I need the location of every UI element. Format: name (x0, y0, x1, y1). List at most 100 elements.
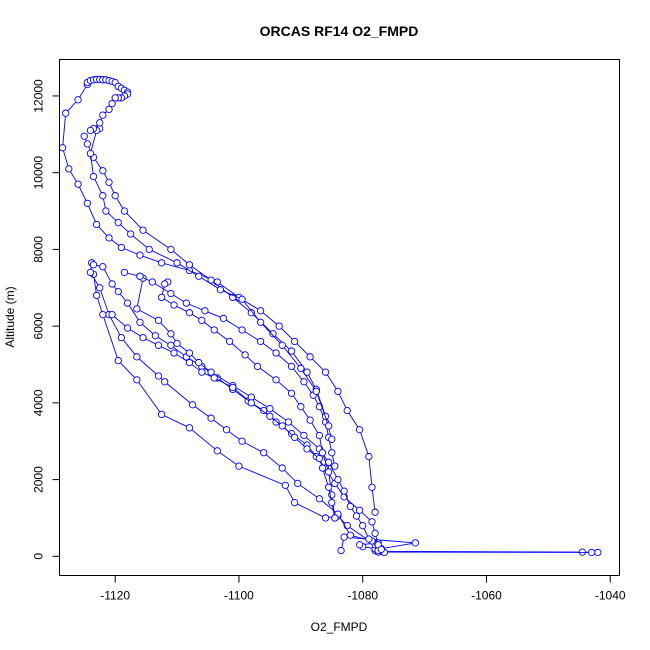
x-tick-label: -1060 (471, 589, 502, 603)
data-point (334, 387, 342, 395)
data-point (328, 449, 336, 457)
data-point (151, 332, 160, 340)
data-point (247, 399, 255, 407)
data-point (167, 341, 175, 349)
data-point (133, 353, 141, 361)
y-tick-label: 4000 (32, 389, 46, 416)
y-axis: 0 2000 4000 6000 8000 10000 12000 (32, 79, 60, 560)
data-point (133, 305, 141, 313)
data-point (145, 245, 153, 254)
data-point (266, 412, 274, 420)
data-point (161, 280, 169, 288)
data-point (154, 341, 163, 349)
data-point (213, 447, 221, 455)
data-point (235, 462, 243, 470)
data-point (148, 278, 156, 286)
data-point (58, 144, 67, 152)
data-point (185, 309, 194, 317)
data-point (86, 268, 95, 277)
series-2 (89, 270, 596, 557)
data-point (256, 318, 265, 326)
data-point (74, 96, 82, 104)
data-point (355, 426, 364, 434)
data-point (157, 293, 166, 302)
data-point (167, 245, 175, 254)
data-point (210, 326, 218, 334)
data-point (226, 337, 234, 346)
data-point (105, 234, 113, 242)
series-line (89, 128, 330, 427)
data-point (207, 368, 215, 376)
data-point (74, 180, 82, 188)
data-point (238, 295, 246, 303)
plot-frame (59, 59, 620, 576)
data-point (167, 330, 175, 338)
series-12 (83, 75, 132, 135)
data-point (365, 452, 373, 461)
data-point (340, 487, 348, 495)
data-point (328, 498, 336, 507)
data-point (167, 289, 175, 298)
data-point (256, 307, 265, 315)
data-point (359, 521, 367, 530)
data-point (114, 357, 122, 365)
data-point (325, 422, 333, 430)
data-point (334, 475, 342, 484)
data-point (260, 449, 268, 457)
data-point (108, 280, 116, 288)
data-point (62, 109, 70, 117)
data-point (99, 192, 107, 200)
data-point (256, 337, 265, 346)
data-point (278, 341, 286, 349)
data-point (161, 378, 169, 386)
data-point (371, 508, 379, 516)
data-point (318, 449, 327, 457)
data-point (83, 140, 92, 148)
data-point (294, 479, 302, 488)
data-point (368, 483, 376, 491)
data-point (86, 126, 95, 135)
y-tick-label: 2000 (32, 466, 46, 493)
data-point (238, 437, 246, 445)
series-9 (58, 80, 379, 516)
data-point (340, 533, 348, 541)
data-point (123, 324, 132, 332)
data-point (89, 172, 98, 181)
x-tick-label: -1120 (100, 589, 130, 603)
data-point (111, 192, 119, 200)
data-point (355, 506, 364, 514)
data-point (102, 207, 110, 215)
data-point (300, 378, 308, 386)
series-10 (80, 132, 336, 443)
data-point (170, 301, 178, 309)
data-point (278, 464, 286, 472)
data-point (185, 349, 194, 357)
data-point (321, 368, 330, 376)
data-point (127, 230, 135, 238)
data-point (377, 545, 385, 554)
data-point (297, 364, 305, 372)
data-point (411, 539, 419, 547)
data-point (328, 435, 336, 443)
data-point (157, 410, 166, 419)
data-point (290, 498, 299, 507)
data-point (365, 535, 373, 543)
data-point (318, 464, 327, 472)
data-point (136, 318, 144, 326)
data-point (120, 207, 129, 215)
x-tick-label: -1100 (224, 589, 254, 603)
data-point (170, 349, 178, 357)
data-point (278, 422, 286, 430)
data-point (157, 259, 166, 267)
data-point (306, 353, 314, 361)
series-11 (86, 124, 333, 430)
data-point (108, 99, 116, 108)
data-point (173, 339, 181, 348)
data-point (185, 261, 194, 269)
data-point (198, 368, 206, 376)
data-point (96, 284, 104, 292)
series-line (111, 314, 336, 519)
data-point (331, 462, 339, 470)
data-point (185, 424, 194, 432)
data-point (272, 376, 280, 384)
